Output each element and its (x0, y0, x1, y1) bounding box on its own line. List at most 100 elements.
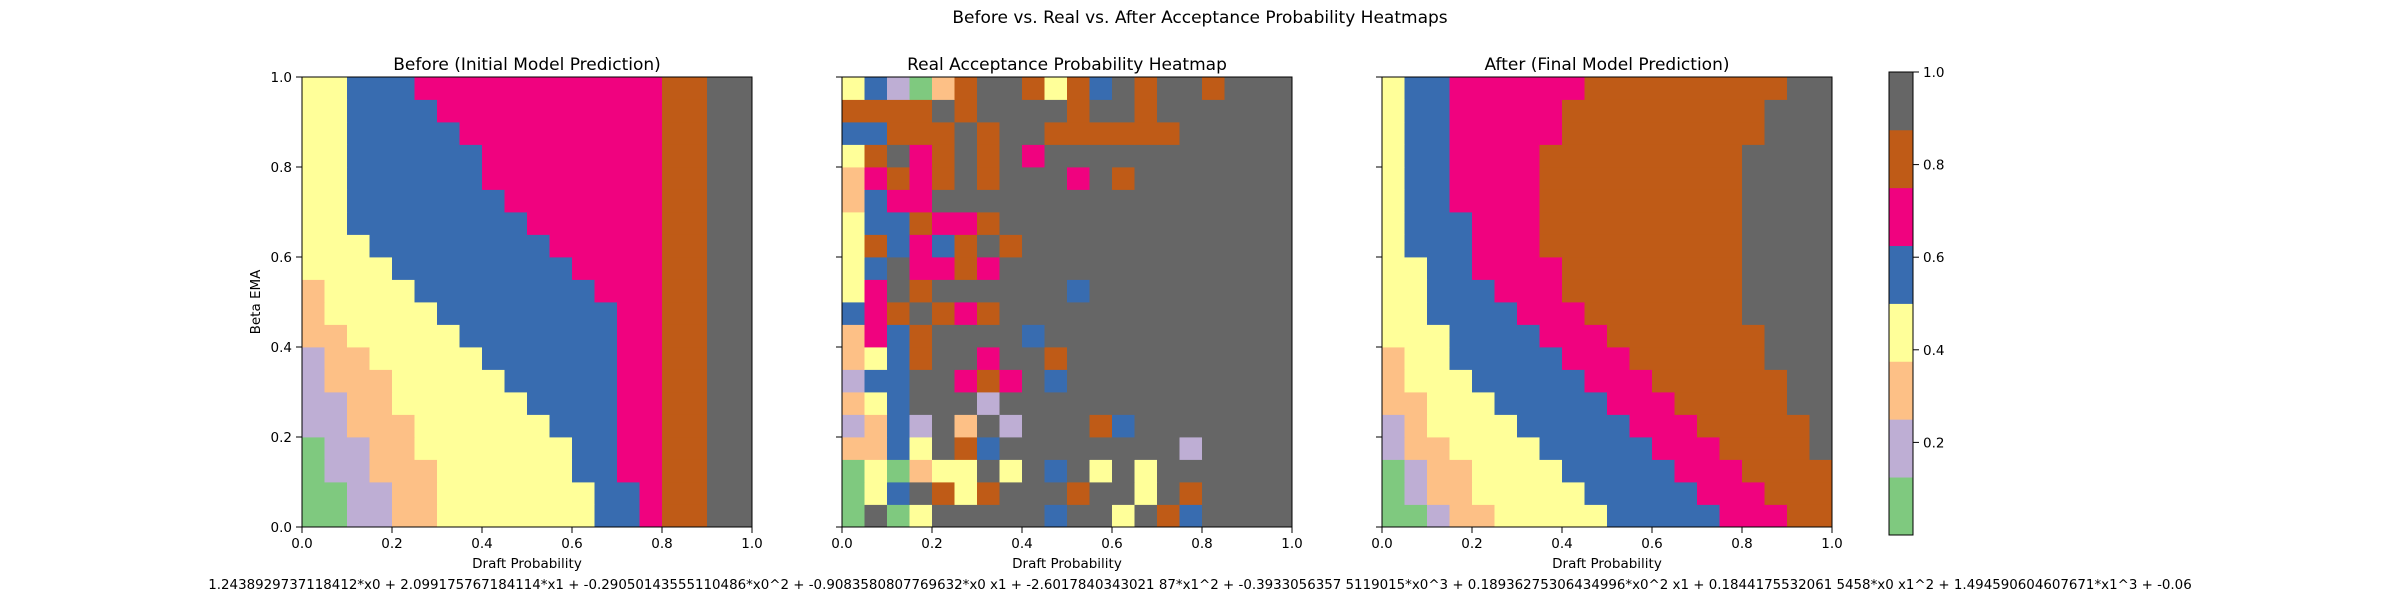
heatmap-cell (392, 369, 415, 393)
y-axis-label: Beta EMA (248, 269, 264, 335)
heatmap-cell (437, 324, 460, 348)
heatmap-cell (1562, 324, 1585, 348)
heatmap-cell (1404, 324, 1428, 348)
heatmap-panel-before: Before (Initial Model Prediction) 0.0 0.2 0… (248, 55, 763, 572)
heatmap-cell (864, 482, 888, 505)
heatmap-cell (1247, 414, 1270, 438)
heatmap-cell (617, 459, 640, 483)
heatmap-cell (617, 324, 640, 348)
heatmap-cell (1787, 144, 1810, 168)
heatmap-cell (347, 122, 370, 145)
heatmap-cell (999, 482, 1023, 505)
heatmap-cell (1202, 414, 1225, 438)
heatmap-cell (729, 77, 753, 100)
heatmap-cell (977, 144, 1000, 168)
heatmap-cell (1517, 482, 1540, 505)
heatmap-cell (1517, 504, 1540, 528)
x-tick-label: 0.4 (471, 536, 492, 552)
heatmap-cell (842, 459, 865, 483)
heatmap-cell (1044, 414, 1068, 438)
heatmap-cell (1112, 234, 1135, 258)
heatmap-cell (1427, 144, 1450, 168)
heatmap-cell (729, 122, 753, 145)
heatmap-cell (977, 459, 1000, 483)
heatmap-cell (1067, 347, 1090, 370)
heatmap-cell (1089, 347, 1113, 370)
heatmap-cell (1719, 302, 1743, 325)
heatmap-cell (954, 392, 978, 415)
heatmap-cell (369, 504, 393, 528)
heatmap-cell (1742, 189, 1765, 213)
heatmap-cell (1224, 324, 1248, 348)
heatmap-cell (1404, 459, 1428, 483)
heatmap-cell (1112, 167, 1135, 190)
heatmap-cell (347, 279, 370, 303)
heatmap-cell (1022, 212, 1045, 235)
heatmap-cell (1427, 77, 1450, 100)
heatmap-cell (887, 369, 910, 393)
heatmap-cell (1134, 392, 1158, 415)
heatmap-cell (1629, 279, 1653, 303)
x-tick-label: 0.0 (831, 536, 852, 552)
heatmap-cell (662, 302, 685, 325)
heatmap-cell (932, 279, 955, 303)
heatmap-cell (1494, 482, 1518, 505)
heatmap-cell (1157, 234, 1180, 258)
heatmap-cell (482, 122, 505, 145)
heatmap-cell (1539, 504, 1563, 528)
heatmap-cell (1539, 459, 1563, 483)
heatmap-cell (1269, 324, 1293, 348)
heatmap-cell (1179, 189, 1203, 213)
colorbar-segment (1889, 187, 1913, 247)
heatmap-cell (932, 212, 955, 235)
heatmap-cell (437, 459, 460, 483)
heatmap-cell (887, 459, 910, 483)
heatmap-cell (482, 302, 505, 325)
heatmap-cell (954, 459, 978, 483)
heatmap-cell (1179, 279, 1203, 303)
heatmap-cell (954, 324, 978, 348)
heatmap-cell (1022, 257, 1045, 280)
heatmap-cell (684, 392, 708, 415)
heatmap-cell (1584, 324, 1608, 348)
x-tick-label: 0.6 (561, 536, 582, 552)
heatmap-cell (1539, 369, 1563, 393)
heatmap-cell (1697, 189, 1720, 213)
heatmap-cell (1449, 279, 1473, 303)
heatmap-cell (504, 347, 528, 370)
heatmap-cell (1809, 437, 1833, 460)
heatmap-cell (482, 212, 505, 235)
heatmap-cell (1607, 189, 1630, 213)
heatmap-cell (1584, 504, 1608, 528)
heatmap-cell (1089, 279, 1113, 303)
heatmap-cell (527, 347, 550, 370)
heatmap-cell (684, 234, 708, 258)
heatmap-cell (324, 77, 348, 100)
heatmap-cell (1224, 347, 1248, 370)
heatmap-cell (639, 212, 663, 235)
heatmap-cell (1652, 167, 1675, 190)
heatmap-cell (302, 279, 325, 303)
heatmap-cell (1607, 234, 1630, 258)
heatmap-cell (729, 324, 753, 348)
heatmap-cell (1044, 257, 1068, 280)
heatmap-cell (1067, 504, 1090, 528)
heatmap-cell (1247, 302, 1270, 325)
heatmap-cell (1584, 347, 1608, 370)
heatmap-cell (1719, 257, 1743, 280)
heatmap-cell (549, 437, 573, 460)
heatmap-cell (1494, 414, 1518, 438)
heatmap-cell (1449, 504, 1473, 528)
heatmap-cell (1629, 99, 1653, 123)
heatmap-cell (572, 99, 595, 123)
heatmap-cell (482, 459, 505, 483)
heatmap-cell (572, 437, 595, 460)
heatmap-cell (459, 279, 483, 303)
heatmap-cell (302, 369, 325, 393)
heatmap-cell (1427, 234, 1450, 258)
heatmap-cell (1157, 414, 1180, 438)
heatmap-cell (1449, 414, 1473, 438)
heatmap-cell (459, 324, 483, 348)
heatmap-cell (459, 167, 483, 190)
heatmap-cell (482, 437, 505, 460)
